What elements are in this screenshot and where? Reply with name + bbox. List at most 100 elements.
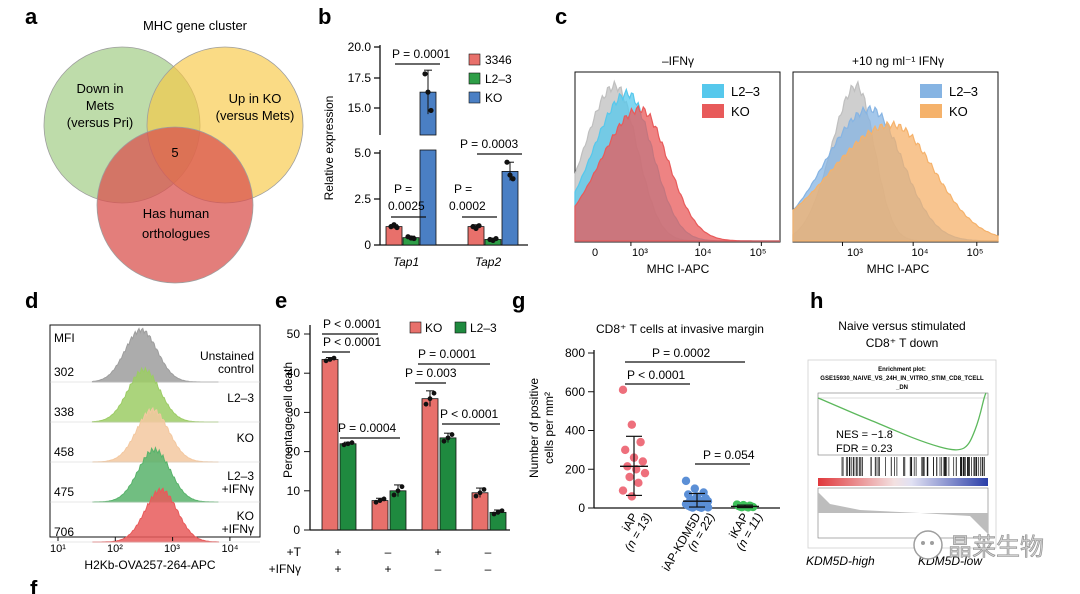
b-point-Tap2-3346-2 [476,223,482,229]
venn-label-c2-line2: (versus Mets) [216,108,295,123]
c2-xtick-4: 10⁴ [912,247,929,259]
panel-c: c –IFNγ +10 ng ml⁻¹ IFNγ L2–3 KO L2–3 KO… [555,4,999,276]
b-legend-swatch-3346 [468,53,481,66]
b-stat-tap2-l23-b: 0.0002 [449,199,486,213]
e-stat-2: P < 0.0001 [323,335,381,349]
e-point-3-KO-2 [481,487,487,492]
e-cond-t-2: + [434,545,441,559]
e-cond-ifn-3: – [485,562,492,576]
e-point-2-L2–3-2 [449,432,455,437]
b-ytick-2: 2.5 [354,192,371,206]
b-legend-3346: 3346 [485,53,512,67]
c2-legend-ko: KO [949,104,968,119]
d-mfi-4: 706 [54,525,74,539]
b-point-Tap1-KO-0 [422,71,428,77]
b-point-Tap2-L2–3-2 [493,235,499,242]
e-legend-swatch-ko [409,321,422,334]
d-xlabel: H2Kb-OVA257-264-APC [84,558,216,572]
h-rank-metric [818,492,988,534]
e-point-0-L2–3-0 [341,442,347,448]
d-histogram-2 [92,406,219,463]
wechat-icon-eye-right [930,541,934,545]
d-mfi-2: 458 [54,445,74,459]
g-yticks: 0 200 400 600 800 [565,346,594,515]
venn-label-c3-line2: orthologues [142,226,210,241]
panel-label-a: a [25,4,38,29]
b-legend-swatch-ko [468,91,481,104]
h-plot-title-2: GSE15930_NAIVE_VS_24H_IN_VITRO_STIM_CD8_… [820,376,984,382]
c1-legend-swatch-ko [702,104,724,118]
e-point-0-L2–3-1 [345,441,351,447]
e-point-0-KO-0 [323,358,329,364]
e-point-2-KO-1 [427,396,433,402]
d-row-label-1-0: L2–3 [227,391,254,405]
b-ylabel: Relative expression [322,96,336,201]
venn-label-c3-line1: Has human [143,206,209,221]
b-legend-swatch-l23 [468,72,481,85]
panel-h: h Naive versus stimulated CD8⁺ T down En… [806,288,997,568]
c1-legend-swatch-l23 [702,84,724,98]
e-legend-swatch-l23 [454,321,467,334]
d-xtick-2: 10² [107,543,123,555]
e-row-label-ifn: +IFNγ [269,562,301,576]
venn-label-c1-line2: Mets [86,98,115,113]
panel-label-h: h [810,288,823,313]
g-point-iAP-12 [627,492,636,501]
h-fdr: FDR = 0.23 [836,443,893,455]
e-cond-ifn-0: + [334,562,341,576]
e-point-3-L2–3-1 [495,509,501,515]
e-bar-0-KO [321,359,339,531]
e-bar-2-KO [421,398,439,531]
e-point-1-KO-2 [381,496,387,502]
g-title: CD8⁺ T cells at invasive margin [596,322,764,336]
h-gene-hits [841,457,985,476]
d-header-mfi: MFI [54,331,75,345]
b-stat-tap2-ko: P = 0.0003 [460,137,518,151]
e-point-2-KO-0 [423,401,429,407]
panel-label-b: b [318,4,331,29]
e-point-1-KO-0 [373,499,379,505]
c2-xlabel: MHC I-APC [867,262,930,276]
g-point-iAP-10 [634,478,643,488]
b-ytick-5: 5.0 [354,146,371,160]
c1-xtick-0: 0 [592,247,598,259]
g-point-iAP-1 [627,420,636,429]
c1-frame [574,71,781,243]
d-histogram-3 [92,446,219,503]
h-plot-title-1: Enrichment plot: [878,367,926,373]
e-ytick-0: 0 [293,523,300,537]
h-es-curve [817,392,987,451]
g-xlabels: iAP(n = 13) iAP-KDM5D(n = 22) iKAP(n = 11) [619,510,765,573]
e-cond-ifn-1: + [384,562,391,576]
g-point-iAP-5 [638,457,647,466]
panel-label-c: c [555,4,567,29]
e-point-3-KO-1 [477,490,483,496]
g-ylabel-1: Number of positive [527,378,541,478]
b-stat-tap2-l23-a: P = [454,182,472,196]
d-row-label-4-1: +IFNγ [222,522,254,536]
d-rows: 302Unstainedcontrol338L2–3458KO475L2–3+I… [50,327,260,543]
g-point-iAP-KDM5D-21 [697,503,706,513]
c1-legend-ko: KO [731,104,750,119]
g-point-iAP-2 [636,437,645,447]
d-row-label-3-1: +IFNγ [222,482,254,496]
b-bars [385,69,519,246]
e-ytick-30: 30 [287,405,301,419]
e-point-0-L2–3-2 [349,440,355,446]
g-points [618,385,759,513]
d-mfi-3: 475 [54,485,74,499]
panel-label-f: f [30,576,38,594]
c2-legend-swatch-ko [920,104,942,118]
d-xtick-4: 10⁴ [222,543,239,555]
d-mfi-0: 302 [54,365,74,379]
watermark: 晶莱生物 [913,530,1044,561]
c1-xlabel: MHC I-APC [647,262,710,276]
e-stat-6: P < 0.0001 [440,407,498,421]
h-xlabel-left: KDM5D-high [806,554,875,568]
c2-xtick-5: 10⁵ [967,247,984,259]
c2-histograms [792,79,999,246]
e-point-1-L2–3-2 [399,484,405,490]
b-point-Tap1-3346-2 [394,224,400,231]
g-ytick-800: 800 [565,346,585,360]
